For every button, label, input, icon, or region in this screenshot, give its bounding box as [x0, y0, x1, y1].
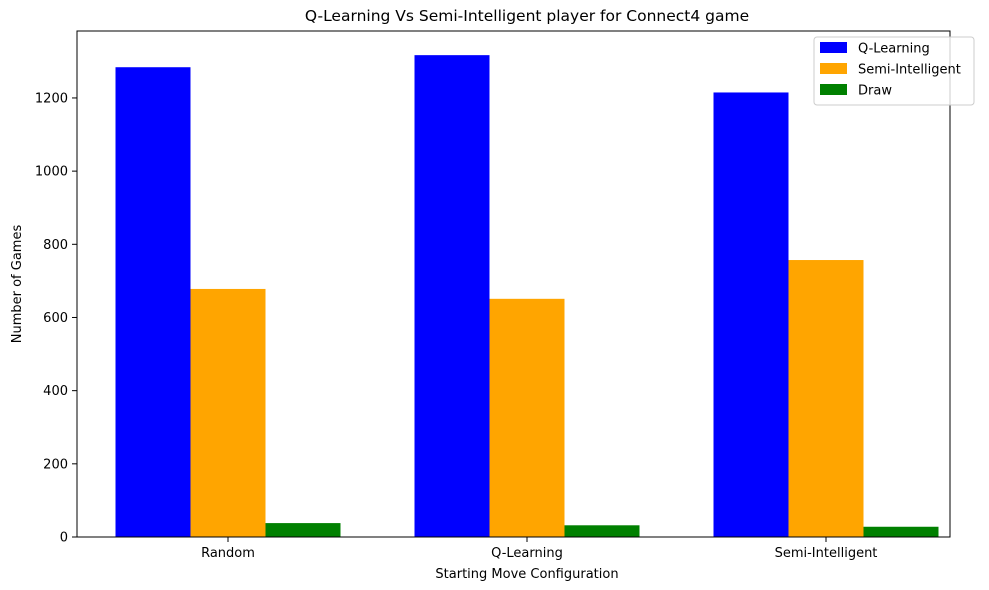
x-tick-label: Random — [201, 546, 255, 561]
bar-semi-intelligent-semi-intelligent — [788, 260, 864, 537]
plot-frame — [76, 30, 951, 538]
y-tick-label: 0 — [60, 531, 68, 546]
bar-semi-intelligent-q-learning — [489, 298, 565, 537]
y-tick-label: 200 — [43, 457, 68, 472]
bars-group — [115, 55, 939, 538]
bar-draw-random — [265, 523, 341, 537]
y-tick-label: 400 — [43, 384, 68, 399]
bar-q-learning-random — [115, 67, 191, 538]
bar-q-learning-q-learning — [414, 55, 490, 537]
bar-q-learning-semi-intelligent — [713, 92, 789, 538]
y-tick-label: 1200 — [35, 91, 68, 106]
x-axis-label: Starting Move Configuration — [435, 567, 618, 582]
chart-title: Q-Learning Vs Semi-Intelligent player fo… — [305, 7, 749, 25]
x-tick-label: Q-Learning — [491, 546, 563, 561]
legend: Q-Learning Semi-Intelligent Draw — [813, 36, 975, 106]
legend-swatch — [820, 84, 847, 95]
legend-label: Draw — [858, 84, 892, 99]
y-axis-label: Number of Games — [10, 225, 25, 344]
legend-label: Q-Learning — [858, 42, 930, 57]
legend-swatch — [820, 42, 847, 53]
bar-draw-semi-intelligent — [863, 526, 939, 537]
legend-box — [813, 36, 975, 106]
x-axis-ticks: Random Q-Learning Semi-Intelligent — [201, 537, 877, 561]
bar-semi-intelligent-random — [190, 288, 266, 537]
y-tick-label: 800 — [43, 238, 68, 253]
legend-label: Semi-Intelligent — [858, 63, 961, 78]
bar-draw-q-learning — [564, 525, 640, 537]
x-tick-label: Semi-Intelligent — [775, 546, 878, 561]
y-axis-ticks: 0 200 400 600 800 1000 1200 — [35, 91, 77, 546]
y-tick-label: 1000 — [35, 165, 68, 180]
legend-swatch — [820, 63, 847, 74]
y-tick-label: 600 — [43, 311, 68, 326]
